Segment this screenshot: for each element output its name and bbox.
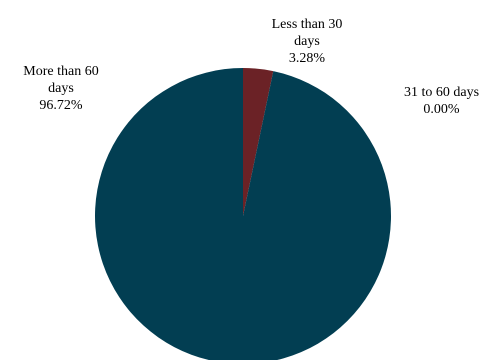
slice-label-more-than-60-days: More than 60 days 96.72% <box>0 63 122 114</box>
slice-value-31-to-60: 0.00% <box>423 102 460 117</box>
pie-slice-2 <box>95 68 392 360</box>
slice-value-less-than-30: 3.28% <box>288 51 326 66</box>
slice-label-more-than-60-line-1: More than 60 <box>23 64 99 79</box>
slice-label-more-than-60-line-2: days <box>48 81 74 96</box>
slice-value-more-than-60: 96.72% <box>39 98 83 113</box>
slice-label-less-than-30-days: Less than 30 days 3.28% <box>258 16 356 67</box>
pie-slice-0 <box>243 68 274 216</box>
slice-label-less-than-30-line-2: days <box>294 34 320 49</box>
slice-label-less-than-30-line-1: Less than 30 <box>271 17 343 32</box>
slice-label-31-to-60-days: 31 to 60 days 0.00% <box>384 84 499 118</box>
slice-label-31-to-60-line-1: 31 to 60 days <box>403 85 480 100</box>
